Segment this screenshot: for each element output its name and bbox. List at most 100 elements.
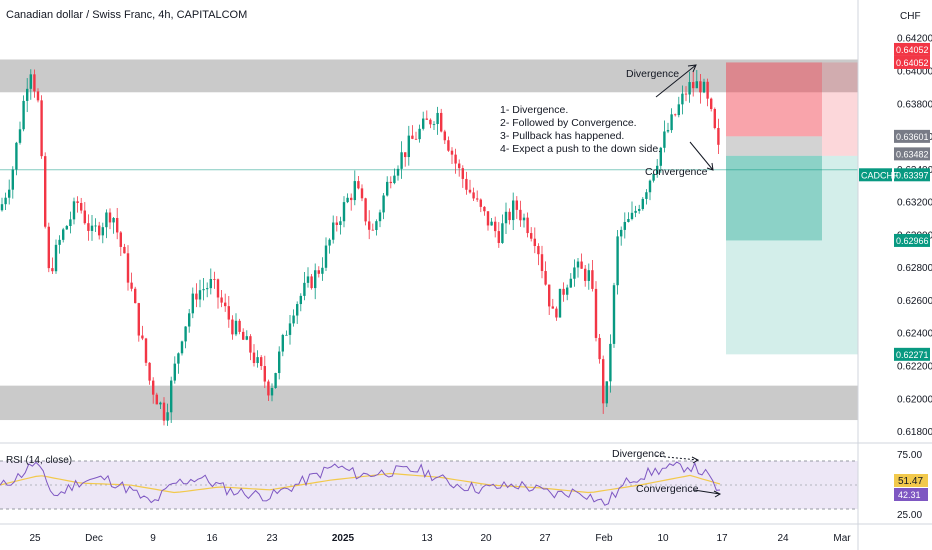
rsi-value: 42.31 — [898, 490, 921, 500]
candle-body — [677, 104, 680, 116]
candle-body — [123, 246, 126, 254]
candle-body — [342, 202, 346, 222]
candle-body — [638, 208, 641, 211]
candle-body — [684, 93, 688, 95]
candle-body — [551, 306, 554, 309]
candle-body — [54, 244, 58, 272]
price-tick-label: 0.63200 — [897, 198, 932, 209]
candle-body — [47, 226, 50, 269]
candle-body — [425, 118, 428, 120]
candle-body — [224, 302, 227, 307]
candle-body — [627, 219, 630, 222]
candle-body — [198, 290, 202, 300]
price-tag-label: 0.63482 — [896, 149, 929, 159]
candle-body — [602, 359, 605, 404]
candle-body — [69, 219, 72, 227]
candle-body — [717, 128, 720, 145]
candle-body — [62, 229, 65, 240]
rsi-lower-label: 25.00 — [897, 510, 922, 521]
candle-body — [555, 308, 558, 318]
candle-body — [126, 253, 130, 283]
candle-body — [648, 180, 652, 193]
candle-body — [263, 366, 266, 382]
candle-body — [94, 225, 97, 227]
candle-body — [479, 199, 482, 207]
candle-body — [0, 204, 4, 211]
time-axis[interactable]: 25 Dec 9 16 23 2025 13 20 27 Feb 10 17 24 Mar — [29, 533, 851, 544]
candle-body — [396, 168, 400, 176]
price-tags: 0.64052 0.64052 0.63601 0.63482 0.63397CADCH… — [859, 42, 930, 361]
time-tick-label: 13 — [421, 533, 433, 544]
convergence-arrow — [689, 141, 714, 171]
candle-body — [634, 210, 637, 213]
candle-body — [321, 267, 324, 274]
time-tick-label: 20 — [480, 533, 492, 544]
candle-body — [332, 222, 335, 240]
divergence-arrow — [655, 64, 697, 98]
candle-body — [713, 109, 716, 129]
candle-body — [98, 225, 101, 236]
candle-body — [58, 239, 61, 245]
candle-body — [65, 226, 68, 230]
candle-body — [692, 82, 695, 89]
candle-body — [432, 124, 436, 125]
price-tick-label: 0.64200 — [897, 34, 932, 45]
symbol-tag-label: CADCHF — [861, 170, 899, 180]
candle-body — [706, 81, 709, 99]
candle-body — [609, 343, 612, 382]
candle-body — [306, 276, 310, 283]
candle-body — [209, 278, 212, 289]
candle-body — [710, 98, 713, 110]
candle-body — [429, 119, 432, 125]
price-tag-target2 — [894, 347, 930, 361]
candle-body — [364, 198, 367, 222]
candle-body — [72, 201, 76, 220]
candle-body — [134, 288, 137, 304]
candle-body — [605, 381, 608, 404]
time-tick-label: 2025 — [332, 533, 355, 544]
candle-body — [76, 201, 79, 203]
candle-body — [303, 282, 306, 296]
price-tag-target1 — [894, 233, 930, 247]
candle-body — [274, 373, 277, 389]
take-profit-extended-box — [726, 155, 858, 355]
candle-body — [468, 189, 472, 193]
rsi-value-tag — [894, 488, 928, 501]
candle-body — [206, 288, 209, 290]
candle-body — [292, 315, 295, 324]
candle-body — [616, 236, 619, 286]
currency-label[interactable]: CHF — [900, 11, 921, 22]
candle-body — [245, 336, 248, 340]
candle-body — [87, 223, 90, 231]
candle-body — [80, 202, 83, 211]
price-tick-label: 0.62200 — [897, 361, 932, 372]
rsi-convergence-label: Convergence — [636, 483, 699, 495]
candle-body — [141, 335, 144, 339]
candle-body — [670, 114, 673, 131]
candle-body — [188, 313, 191, 327]
candle-body — [576, 261, 580, 268]
candle-body — [368, 221, 371, 230]
candle-body — [213, 278, 216, 280]
candle-body — [465, 178, 468, 190]
candle-body — [418, 128, 421, 140]
candle-body — [335, 222, 338, 225]
candle-body — [360, 188, 364, 199]
candle-body — [659, 147, 662, 166]
candle-body — [180, 341, 184, 354]
candle-body — [472, 192, 475, 199]
candle-body — [652, 174, 655, 181]
candle-body — [267, 381, 270, 396]
time-tick-label: 10 — [657, 533, 669, 544]
candle-body — [490, 221, 493, 226]
candle-body — [699, 81, 702, 93]
candle-body — [562, 288, 565, 295]
candle-body — [216, 279, 220, 298]
rsi-label[interactable]: RSI (14, close) — [6, 455, 72, 466]
candle-body — [389, 181, 392, 184]
time-tick-label: 17 — [716, 533, 728, 544]
price-tick-label: 0.62600 — [897, 296, 932, 307]
time-tick-label: Feb — [595, 533, 613, 544]
stop-loss-box[interactable] — [726, 62, 822, 137]
